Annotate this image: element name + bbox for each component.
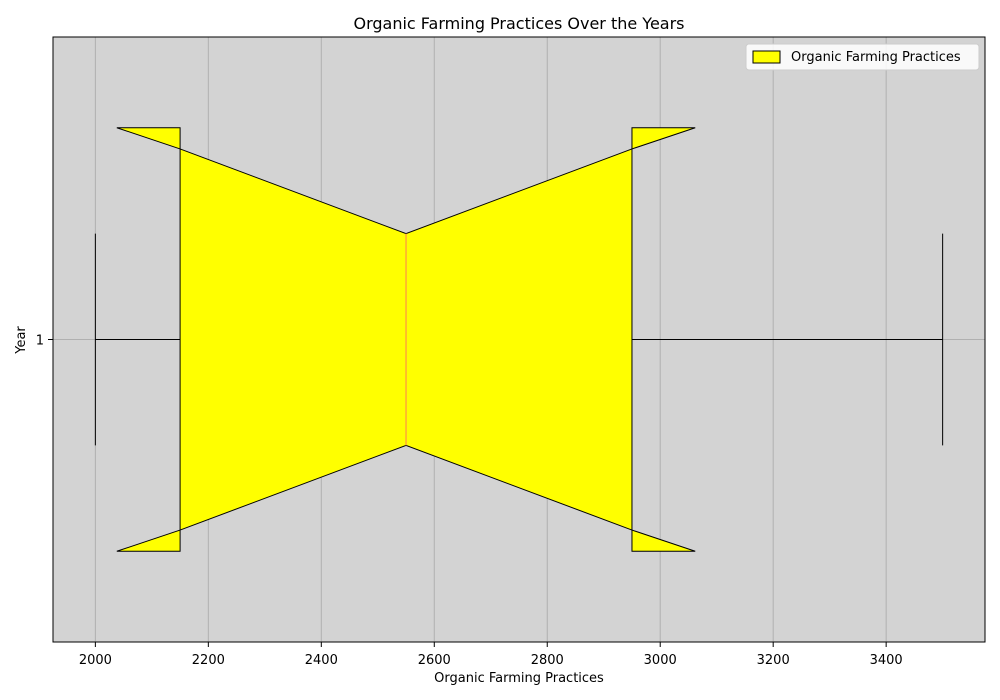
- legend: Organic Farming Practices: [745, 43, 980, 71]
- x-tick-label: 3200: [757, 653, 790, 668]
- x-tick-label: 2000: [79, 653, 112, 668]
- legend-label: Organic Farming Practices: [791, 50, 961, 65]
- x-tick-label: 3000: [644, 653, 677, 668]
- legend-box: [745, 43, 980, 71]
- x-tick-label: 2800: [531, 653, 564, 668]
- x-axis-label: Organic Farming Practices: [434, 671, 604, 686]
- y-axis-label: Year: [14, 326, 29, 355]
- x-tick-label: 2400: [305, 653, 338, 668]
- x-axis-ticks: 2000 2200 2400 2600 2800 3000 3200 3400: [79, 642, 903, 668]
- x-tick-label: 2600: [418, 653, 451, 668]
- y-axis-ticks: 1: [36, 334, 53, 349]
- x-tick-label: 3400: [870, 653, 903, 668]
- x-tick-label: 2200: [192, 653, 225, 668]
- box-plot: [94, 127, 944, 552]
- chart-title: Organic Farming Practices Over the Years: [353, 14, 684, 33]
- legend-swatch: [752, 50, 781, 64]
- y-tick-label: 1: [36, 334, 44, 349]
